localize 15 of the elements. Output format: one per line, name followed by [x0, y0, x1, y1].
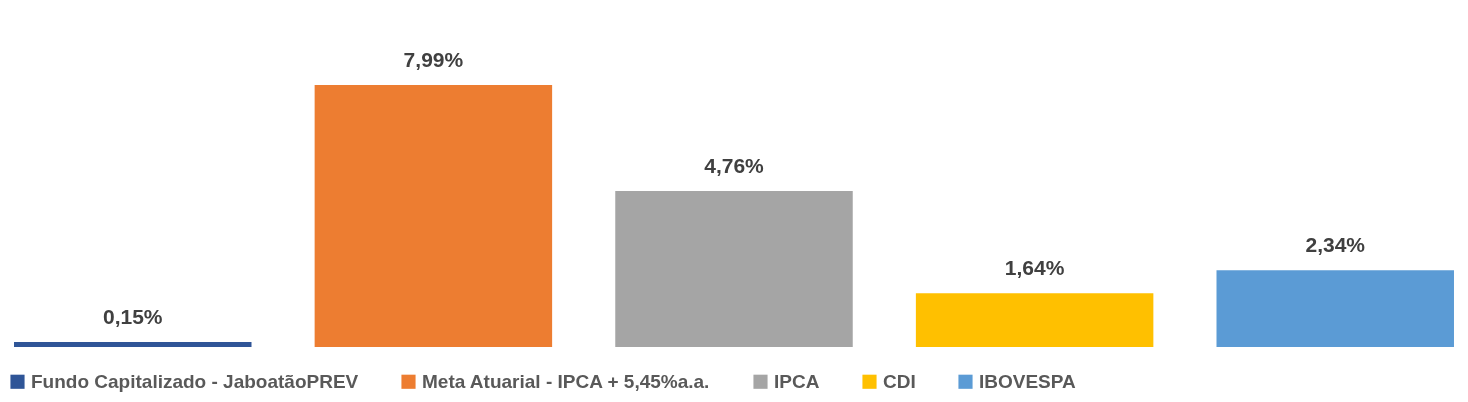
data-label: 0,15%	[102, 305, 163, 329]
legend-label: CDI	[883, 370, 916, 392]
data-label: 2,34%	[1305, 233, 1366, 257]
data-label: 1,64%	[1004, 256, 1065, 280]
bar	[314, 85, 553, 347]
bar	[915, 293, 1154, 347]
legend-label: Meta Atuarial - IPCA + 5,45%a.a.	[422, 370, 710, 392]
legend-label: Fundo Capitalizado - JaboatãoPREV	[31, 370, 359, 392]
bar	[1216, 270, 1454, 347]
bar	[14, 342, 252, 347]
bar	[615, 190, 853, 347]
data-label: 4,76%	[704, 153, 765, 177]
legend-label: IPCA	[774, 370, 820, 392]
legend-label: IBOVESPA	[979, 370, 1077, 392]
data-label: 7,99%	[403, 48, 464, 71]
